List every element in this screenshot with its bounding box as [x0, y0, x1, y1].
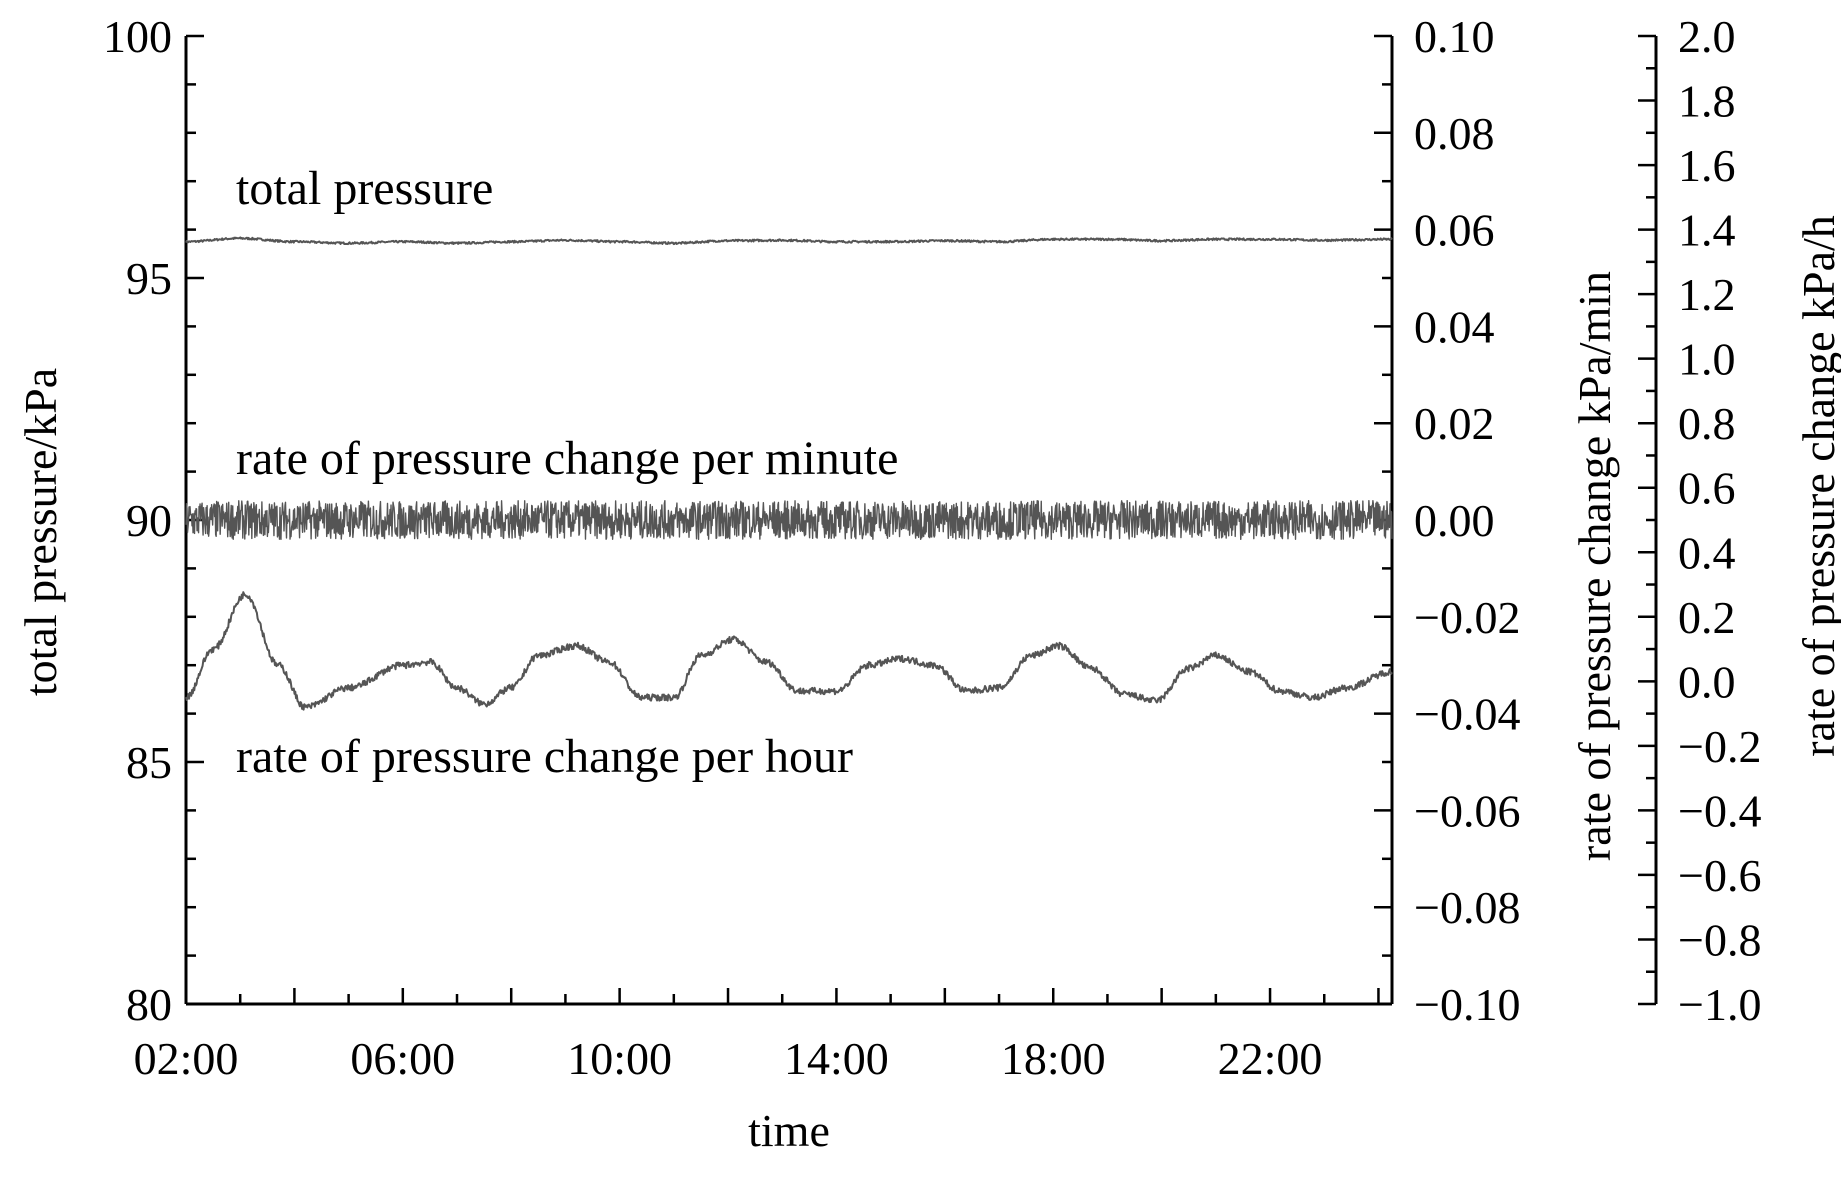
right-axis-2-tick-label: 1.4	[1678, 205, 1736, 256]
left-axis-tick-label: 85	[126, 737, 172, 788]
right-axis-1-tick-label: 0.02	[1414, 398, 1495, 449]
right-axis-2-tick-label: −0.4	[1678, 785, 1761, 836]
right-axis-2-tick-label: 1.6	[1678, 140, 1736, 191]
annotation-rate-per-hour: rate of pressure change per hour	[236, 730, 853, 783]
right-axis-2-tick-label: −0.2	[1678, 721, 1761, 772]
right-axis-2-tick-label: 1.2	[1678, 269, 1736, 320]
right-axis-2-tick-label: −1.0	[1678, 979, 1761, 1030]
left-axis-title: total pressure/kPa	[15, 368, 66, 696]
left-axis-tick-label: 80	[126, 979, 172, 1030]
right-axis-1-tick-label: −0.10	[1414, 979, 1520, 1030]
total-pressure-series	[185, 236, 1393, 246]
annotation-total-pressure: total pressure	[236, 162, 493, 215]
rate-per-hour-series	[185, 591, 1393, 711]
right-axis-2-tick-label: −0.6	[1678, 850, 1761, 901]
right-axis-2-tick-label: 0.0	[1678, 656, 1736, 707]
right-axis-1-tick-label: −0.08	[1414, 882, 1520, 933]
right-axis-2-tick-label: 1.8	[1678, 76, 1736, 127]
right-axis-2-tick-label: −0.8	[1678, 914, 1761, 965]
right-axis-1-tick-label: 0.00	[1414, 495, 1495, 546]
left-axis-tick-label: 100	[103, 11, 172, 62]
x-tick-label: 10:00	[567, 1033, 672, 1084]
x-tick-label: 02:00	[134, 1033, 239, 1084]
left-axis-tick-label: 90	[126, 495, 172, 546]
right-axis-1-tick-label: 0.04	[1414, 301, 1495, 352]
right-axis-1-tick-label: −0.04	[1414, 689, 1520, 740]
right-axis-2-tick-label: 0.4	[1678, 527, 1736, 578]
x-tick-label: 22:00	[1218, 1033, 1323, 1084]
x-tick-label: 06:00	[350, 1033, 455, 1084]
rate-per-minute-series	[185, 499, 1393, 541]
right-axis-2-tick-label: 2.0	[1678, 11, 1736, 62]
right-axis-2-tick-label: 0.6	[1678, 463, 1736, 514]
right-axis-1-tick-label: 0.06	[1414, 205, 1495, 256]
annotation-rate-per-minute: rate of pressure change per minute	[236, 432, 898, 485]
right-axis-2-tick-label: 0.2	[1678, 592, 1736, 643]
x-axis-title: time	[748, 1105, 830, 1156]
left-axis-tick-label: 95	[126, 253, 172, 304]
right-axis-1-tick-label: −0.06	[1414, 785, 1520, 836]
text-layer: 80859095100−0.10−0.08−0.06−0.04−0.020.00…	[15, 11, 1841, 1156]
x-tick-label: 14:00	[784, 1033, 889, 1084]
right-axis-1-title: rate of pressure change kPa/min	[1569, 271, 1620, 861]
x-tick-label: 18:00	[1001, 1033, 1106, 1084]
right-axis-1-tick-label: 0.10	[1414, 11, 1495, 62]
right-axis-2-title: rate of pressure change kPa/h	[1793, 215, 1841, 757]
right-axis-2-tick-label: 0.8	[1678, 398, 1736, 449]
series-layer	[185, 236, 1393, 711]
right-axis-1-tick-label: 0.08	[1414, 108, 1495, 159]
right-axis-2-tick-label: 1.0	[1678, 334, 1736, 385]
right-axis-1-tick-label: −0.02	[1414, 592, 1520, 643]
